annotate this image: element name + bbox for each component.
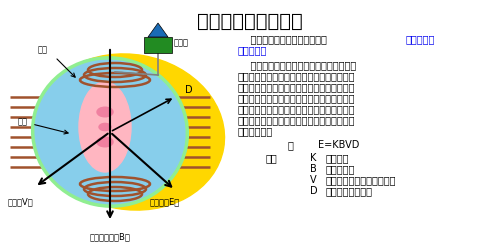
Text: 转换器: 转换器 bbox=[174, 39, 189, 47]
Text: E=KBVD: E=KBVD bbox=[318, 140, 360, 150]
Ellipse shape bbox=[79, 82, 131, 172]
Text: D: D bbox=[185, 85, 192, 95]
FancyBboxPatch shape bbox=[144, 37, 172, 53]
Text: B: B bbox=[310, 164, 317, 174]
Text: 感应定律。: 感应定律。 bbox=[238, 45, 268, 55]
Text: D: D bbox=[310, 186, 318, 196]
Text: 电磁流量计的测量原理是基于: 电磁流量计的测量原理是基于 bbox=[238, 34, 327, 44]
Text: 智能表头运算即可得到介质流量感应电动势工: 智能表头运算即可得到介质流量感应电动势工 bbox=[238, 115, 356, 125]
Text: 法拉第电磁: 法拉第电磁 bbox=[406, 34, 436, 44]
Polygon shape bbox=[148, 23, 168, 37]
Text: ：: ： bbox=[288, 140, 294, 150]
Ellipse shape bbox=[32, 58, 188, 206]
Text: 电动势（E）: 电动势（E） bbox=[150, 197, 180, 206]
Text: 式中: 式中 bbox=[266, 153, 278, 163]
Text: 电磁流量计原理介绍: 电磁流量计原理介绍 bbox=[197, 12, 303, 31]
Text: 导体宽度（流量计测量管内径）成正比，通过: 导体宽度（流量计测量管内径）成正比，通过 bbox=[238, 104, 356, 114]
Text: 测量管道截面的内: 测量管道截面的内 bbox=[326, 186, 373, 196]
Text: 线圈: 线圈 bbox=[38, 45, 48, 54]
Text: V: V bbox=[310, 175, 316, 185]
Text: 电动势与导电介质流速、磁场的磁感应强度、: 电动势与导电介质流速、磁场的磁感应强度、 bbox=[238, 93, 356, 103]
Text: 电极: 电极 bbox=[18, 117, 28, 127]
Text: 艺参数方程为: 艺参数方程为 bbox=[238, 126, 273, 136]
Text: 电压（V）: 电压（V） bbox=[8, 197, 34, 206]
Ellipse shape bbox=[97, 137, 113, 147]
Text: 磁感应强度（B）: 磁感应强度（B） bbox=[90, 232, 130, 241]
Text: 磁场，当导电介质流过电磁流量计时，流量计: 磁场，当导电介质流过电磁流量计时，流量计 bbox=[238, 71, 356, 81]
Ellipse shape bbox=[97, 107, 113, 117]
Text: 测量管道截面内的平均流速: 测量管道截面内的平均流速 bbox=[326, 175, 396, 185]
Text: 上下两端的两个电磁线圈产生恒定或交变: 上下两端的两个电磁线圈产生恒定或交变 bbox=[238, 60, 356, 70]
Text: 管壁上的电极可检测到感应电动势，这个感应: 管壁上的电极可检测到感应电动势，这个感应 bbox=[238, 82, 356, 92]
Text: K: K bbox=[310, 153, 316, 163]
Text: 磁感应强度: 磁感应强度 bbox=[326, 164, 356, 174]
Ellipse shape bbox=[99, 123, 111, 131]
Text: 仪表常数: 仪表常数 bbox=[326, 153, 349, 163]
Ellipse shape bbox=[36, 54, 224, 210]
